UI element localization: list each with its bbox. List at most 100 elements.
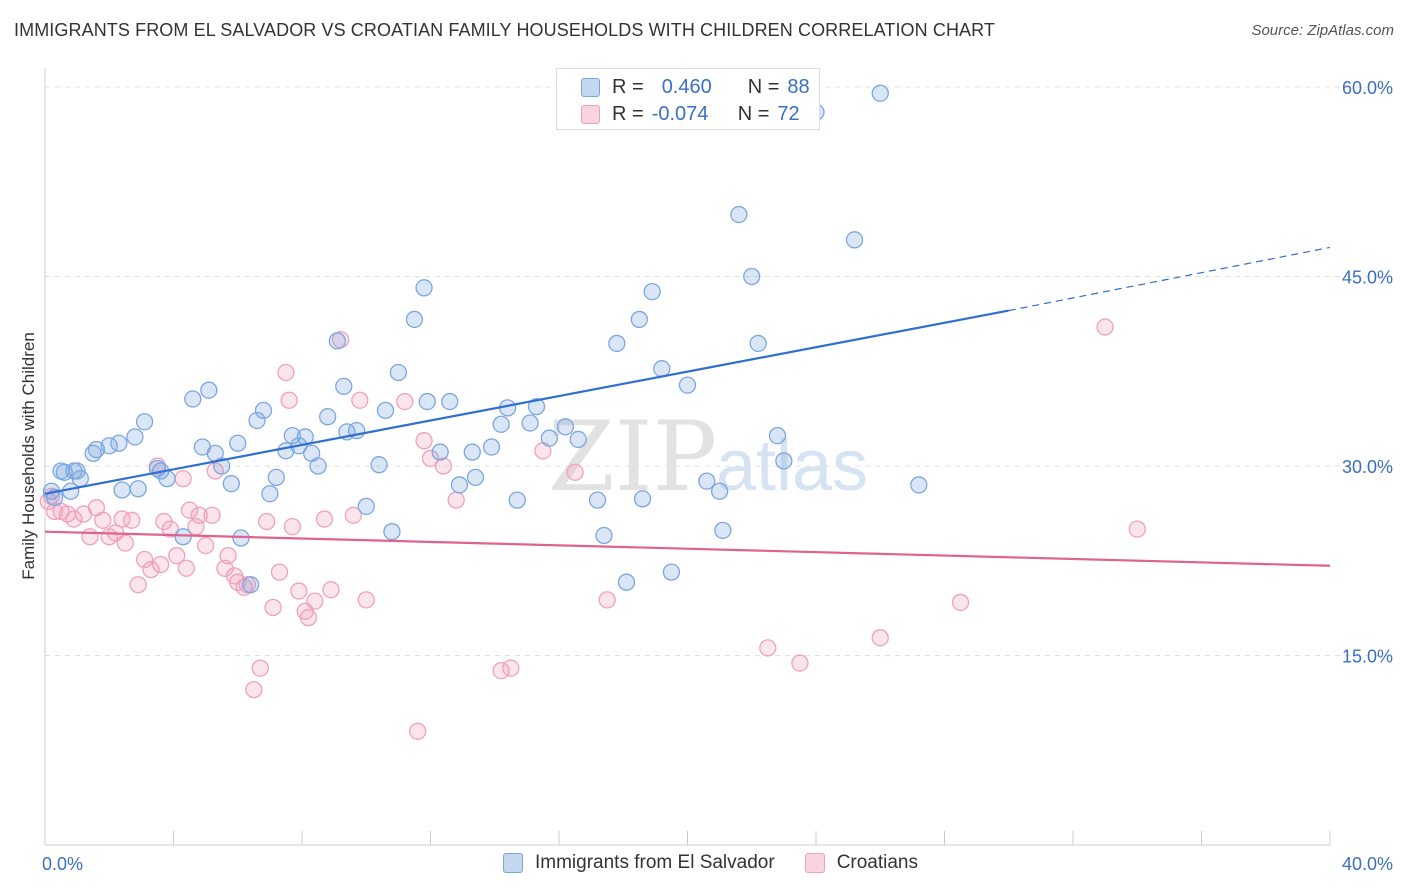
croatians-point — [190, 506, 208, 524]
y-tick-label: 30.0% — [1342, 457, 1393, 477]
el-salvador-point — [450, 476, 469, 494]
croatians-point — [45, 502, 64, 521]
legend-swatch-blue — [581, 77, 600, 97]
el-salvador-point — [200, 381, 218, 399]
el-salvador-point — [431, 443, 449, 461]
croatians-point — [94, 511, 112, 529]
el-salvador-trendline-extension — [1008, 246, 1331, 312]
el-salvador-point — [174, 528, 192, 546]
correlation-legend: R = 0.460 N = 88 R = -0.074 N = 72 — [556, 68, 820, 130]
croatians-point — [245, 680, 263, 699]
legend-row-el-salvador: R = 0.460 N = 88 — [581, 75, 810, 99]
el-salvador-point — [222, 475, 240, 493]
el-salvador-point — [248, 411, 266, 430]
legend-r-label: R = — [612, 75, 644, 98]
el-salvador-point — [241, 576, 260, 594]
el-salvador-point — [383, 523, 401, 541]
el-salvador-point — [110, 434, 128, 452]
axes — [44, 68, 1331, 846]
el-salvador-point — [775, 452, 793, 470]
el-salvador-point — [749, 334, 767, 353]
chart-source: Source: ZipAtlas.com — [1251, 22, 1394, 39]
croatians-point — [871, 629, 889, 647]
el-salvador-point — [569, 430, 587, 449]
croatians-point — [408, 722, 427, 740]
gridlines — [45, 86, 1393, 656]
legend-row-croatians: R = -0.074 N = 72 — [581, 102, 800, 126]
trendlines — [44, 246, 1331, 567]
el-salvador-point — [158, 469, 176, 488]
legend-swatch-pink — [581, 104, 600, 124]
el-salvador-point — [630, 310, 648, 329]
croatians-point — [177, 559, 196, 577]
el-salvador-point — [335, 377, 353, 396]
watermark: ZIP atlas — [548, 401, 868, 513]
croatians-point — [951, 593, 970, 612]
croatians-point — [277, 363, 295, 382]
el-salvador-point — [113, 481, 131, 499]
legend-r-value: -0.074 — [651, 102, 709, 125]
legend-swatch-pink — [804, 853, 825, 873]
croatians-point — [566, 463, 584, 481]
croatians-point — [1128, 520, 1146, 538]
legend-r-label: R = — [612, 102, 644, 125]
el-salvador-trendline — [44, 309, 1009, 495]
el-salvador-point — [608, 334, 626, 353]
croatians-point — [344, 506, 363, 524]
el-salvador-point — [71, 469, 89, 488]
el-salvador-point — [129, 480, 147, 498]
croatians-point — [135, 550, 154, 569]
el-salvador-point — [126, 428, 144, 446]
el-salvador-point — [714, 521, 732, 540]
croatians-point — [129, 576, 147, 594]
el-salvador-point — [710, 482, 729, 500]
el-salvador-point — [662, 563, 681, 581]
el-salvador-point — [492, 415, 510, 433]
el-salvador-point — [87, 440, 106, 459]
el-salvador-point — [229, 434, 247, 452]
el-salvador-point — [871, 84, 889, 102]
legend-item-el-salvador: Immigrants from El Salvador — [503, 852, 775, 874]
el-salvador-point — [521, 414, 539, 432]
el-salvador-point — [698, 472, 716, 490]
el-salvador-point — [633, 490, 652, 508]
el-salvador-point — [527, 397, 546, 416]
croatians-point — [142, 560, 160, 579]
legend-item-croatians: Croatians — [804, 852, 919, 874]
y-tick-label: 60.0% — [1342, 78, 1393, 98]
x-tick-label: 40.0% — [1342, 854, 1393, 874]
series-croatians-points — [39, 318, 1146, 740]
croatians-point — [502, 659, 520, 677]
legend-n-value: 72 — [777, 102, 800, 125]
croatians-point — [270, 563, 289, 581]
croatians-point — [174, 469, 192, 488]
watermark-zip: ZIP — [548, 401, 717, 513]
croatians-point — [123, 511, 141, 529]
legend-r-value: 0.460 — [661, 75, 712, 98]
el-salvador-point — [283, 427, 302, 445]
legend-label-croatians: Croatians — [836, 852, 919, 873]
el-salvador-point — [678, 376, 697, 394]
croatians-point — [116, 534, 134, 552]
el-salvador-point — [508, 491, 526, 509]
el-salvador-point — [254, 401, 273, 420]
el-salvador-point — [370, 456, 388, 474]
el-salvador-point — [261, 485, 279, 503]
croatians-point — [81, 528, 99, 546]
el-salvador-point — [595, 526, 613, 545]
croatians-point — [415, 432, 433, 450]
el-salvador-point — [743, 267, 761, 286]
x-tick-label: 0.0% — [42, 854, 83, 874]
el-salvador-point — [441, 392, 459, 411]
el-salvador-point — [556, 418, 575, 436]
el-salvador-point — [730, 205, 748, 224]
el-salvador-point — [482, 438, 501, 456]
tick-labels: 15.0% 30.0% 45.0% 60.0% 0.0% 40.0% — [42, 78, 1393, 874]
chart-title: IMMIGRANTS FROM EL SALVADOR VS CROATIAN … — [14, 20, 996, 40]
el-salvador-point — [328, 332, 346, 350]
croatians-point — [396, 392, 414, 411]
croatians-point — [315, 510, 334, 528]
el-salvador-point — [184, 390, 202, 408]
croatians-point — [322, 581, 340, 599]
